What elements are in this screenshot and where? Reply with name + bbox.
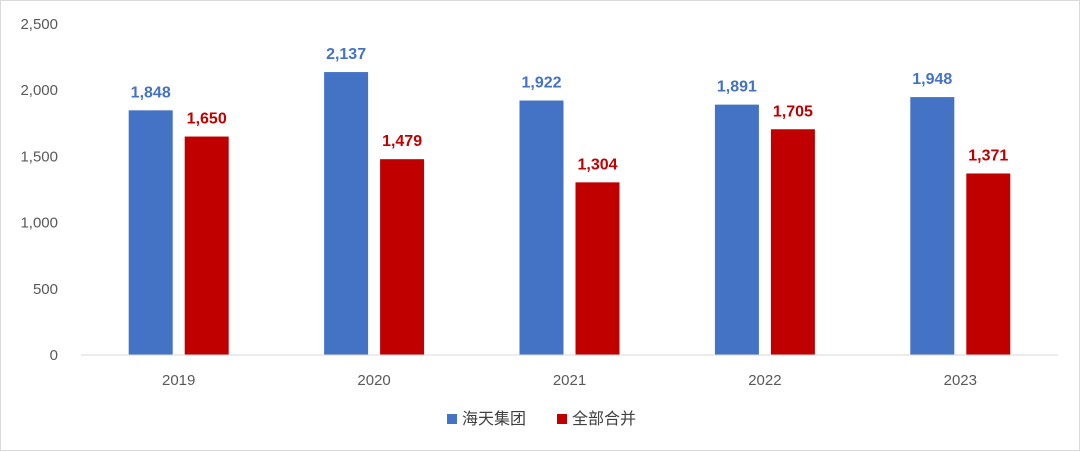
y-tick-label: 1,500 (20, 148, 58, 165)
x-tick-label: 2019 (162, 372, 195, 389)
data-label-2022-series-0: 1,891 (717, 79, 757, 96)
data-label-2021-series-0: 1,922 (521, 75, 561, 92)
bar-2019-series-0 (128, 110, 173, 355)
x-axis: 2019 2020 2021 2022 2023 (162, 372, 977, 389)
bars (128, 72, 1011, 356)
data-label-2019-series-1: 1,650 (187, 111, 227, 128)
legend-swatch-series-1 (557, 414, 567, 424)
y-tick-label: 500 (33, 281, 58, 298)
data-label-2023-series-0: 1,948 (912, 71, 952, 88)
y-tick-label: 2,000 (20, 82, 58, 99)
data-label-2019-series-0: 1,848 (131, 84, 171, 101)
data-label-2023-series-1: 1,371 (968, 147, 1008, 164)
y-tick-label: 2,500 (20, 16, 58, 33)
bar-2022-series-0 (714, 104, 759, 356)
data-label-2021-series-1: 1,304 (577, 156, 617, 173)
data-labels: 1,848 1,650 2,137 1,479 1,922 1,304 1,891 1,705… (131, 46, 1009, 173)
x-tick-label: 2021 (553, 372, 586, 389)
bar-2022-series-1 (770, 129, 815, 355)
bar-2023-series-1 (966, 173, 1011, 355)
bar-2020-series-0 (324, 72, 369, 355)
bar-2021-series-1 (575, 182, 620, 355)
y-axis: 0 500 1,000 1,500 2,000 2,500 (20, 16, 58, 364)
bar-2020-series-1 (380, 159, 425, 355)
x-tick-label: 2022 (748, 372, 781, 389)
data-label-2020-series-0: 2,137 (326, 46, 366, 63)
bar-2019-series-1 (184, 136, 229, 355)
data-label-2020-series-1: 1,479 (382, 133, 422, 150)
legend-swatch-series-0 (447, 414, 457, 424)
bar-2023-series-0 (910, 97, 955, 355)
legend-label-series-1: 全部合并 (572, 409, 636, 428)
x-tick-label: 2023 (944, 372, 977, 389)
legend: 海天集团 全部合并 (447, 409, 636, 428)
y-tick-label: 0 (50, 347, 58, 364)
y-tick-label: 1,000 (20, 215, 58, 232)
data-label-2022-series-1: 1,705 (773, 103, 813, 120)
x-tick-label: 2020 (357, 372, 390, 389)
bar-2021-series-0 (519, 100, 564, 356)
legend-label-series-0: 海天集团 (462, 409, 526, 428)
